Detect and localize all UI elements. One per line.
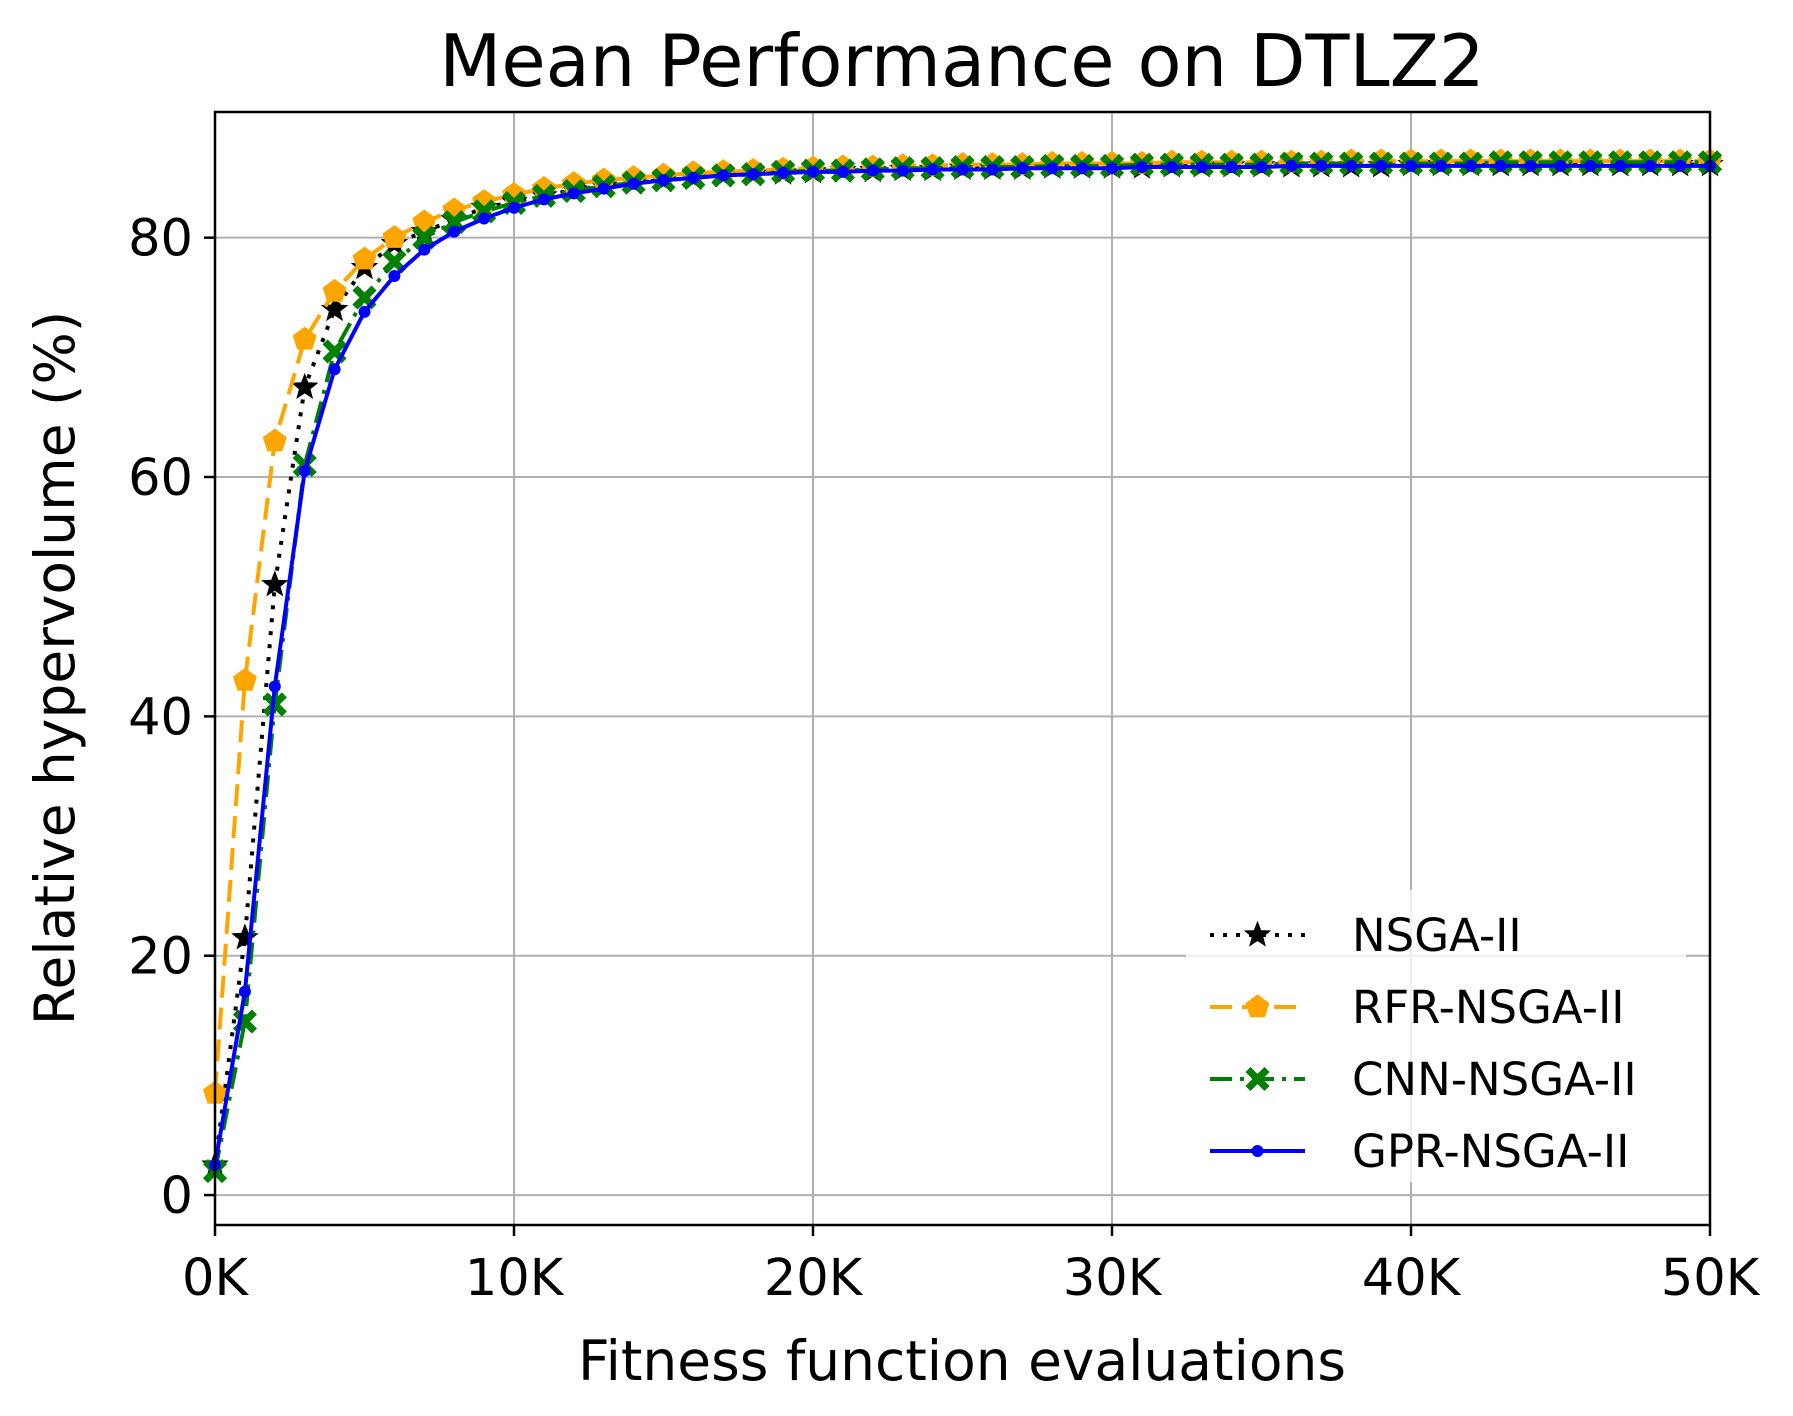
legend-marker: [1251, 1145, 1264, 1157]
data-point: [537, 193, 550, 206]
data-point: [627, 177, 640, 190]
plot-frame: [213, 110, 1712, 1227]
data-point: [1135, 161, 1148, 174]
x-tick-label: 10K: [465, 1249, 565, 1308]
data-point: [261, 570, 289, 597]
data-point: [1524, 159, 1537, 172]
x-axis-label: Fitness function evaluations: [578, 1329, 1346, 1393]
y-axis-label: Relative hypervolume (%): [23, 311, 87, 1025]
data-point: [896, 164, 909, 177]
data-point: [1674, 159, 1687, 172]
data-point: [687, 171, 700, 184]
legend-marker: [1243, 920, 1272, 947]
data-point: [268, 680, 281, 693]
data-point: [352, 246, 377, 270]
legend-entry: CNN-NSGA-II: [1210, 1053, 1637, 1106]
data-point: [1494, 159, 1507, 172]
data-point: [1255, 161, 1268, 174]
data-point: [747, 168, 760, 181]
legend-label: RFR-NSGA-II: [1352, 981, 1625, 1034]
data-point: [1644, 159, 1657, 172]
data-point: [388, 269, 401, 282]
data-point: [1434, 159, 1447, 172]
x-tick-label: 30K: [1063, 1249, 1163, 1308]
legend-marker: [1245, 1066, 1270, 1092]
x-tick-label: 20K: [764, 1249, 864, 1308]
legend-marker: [1245, 994, 1270, 1018]
data-point: [777, 167, 790, 180]
data-point: [382, 225, 407, 248]
x-tick-label: 40K: [1362, 1249, 1462, 1308]
y-tick-label: 60: [128, 449, 193, 508]
legend: NSGA-II RFR-NSGA-II CNN-NSGA-II GPR-NSGA-II: [1186, 890, 1686, 1182]
series-gpr-nsga-ii: [209, 159, 1716, 1172]
data-point: [807, 165, 819, 178]
y-tick-label: 0: [161, 1167, 193, 1226]
data-point: [1225, 161, 1238, 174]
data-point: [1554, 159, 1567, 172]
data-point: [1614, 159, 1627, 172]
data-point: [290, 372, 319, 399]
data-point: [986, 163, 999, 176]
data-point: [232, 667, 257, 691]
legend-label: CNN-NSGA-II: [1352, 1053, 1637, 1106]
x-tick-label: 0K: [182, 1249, 249, 1308]
series-layer: [201, 148, 1724, 1184]
y-tick-label: 40: [128, 688, 193, 747]
data-point: [1584, 159, 1597, 172]
data-point: [1076, 162, 1089, 175]
chart-title: Mean Performance on DTLZ2: [439, 19, 1484, 103]
data-point: [1315, 159, 1328, 172]
data-point: [1046, 162, 1059, 175]
legend-box: [1186, 890, 1686, 1182]
data-point: [836, 165, 849, 178]
data-point: [1285, 159, 1298, 172]
data-point: [926, 163, 939, 176]
axis-ticks: 0K 10K 20K 30K 40K 50K 0 20 40 60 80: [128, 210, 1761, 1308]
x-tick-label: 50K: [1661, 1249, 1761, 1308]
y-tick-label: 20: [128, 928, 193, 987]
data-point: [298, 465, 311, 478]
data-point: [262, 428, 287, 452]
data-point: [328, 363, 341, 376]
data-point: [597, 182, 610, 195]
data-point: [238, 985, 251, 998]
data-point: [956, 163, 969, 176]
data-point: [1345, 159, 1358, 172]
data-point: [508, 201, 520, 214]
data-point: [866, 164, 879, 177]
data-point: [412, 209, 437, 233]
legend-entry: GPR-NSGA-II: [1210, 1125, 1629, 1178]
data-point: [1375, 159, 1388, 172]
data-point: [478, 212, 491, 225]
data-point: [358, 305, 371, 318]
grid-lines: [214, 112, 1711, 1225]
legend-entry: NSGA-II: [1210, 909, 1522, 962]
data-point: [1405, 159, 1417, 172]
data-point: [1165, 161, 1178, 174]
data-point: [717, 169, 730, 182]
data-point: [1016, 162, 1029, 175]
data-point: [1464, 159, 1477, 172]
data-point: [1195, 161, 1208, 174]
data-point: [657, 174, 670, 187]
data-point: [322, 278, 347, 302]
legend-label: GPR-NSGA-II: [1352, 1125, 1629, 1178]
data-point: [448, 225, 461, 238]
data-point: [1106, 162, 1118, 175]
data-point: [418, 243, 431, 256]
data-point: [567, 187, 580, 200]
data-point: [292, 326, 317, 350]
legend-label: NSGA-II: [1352, 909, 1522, 962]
legend-entry: RFR-NSGA-II: [1210, 981, 1625, 1034]
y-tick-label: 80: [128, 210, 193, 269]
